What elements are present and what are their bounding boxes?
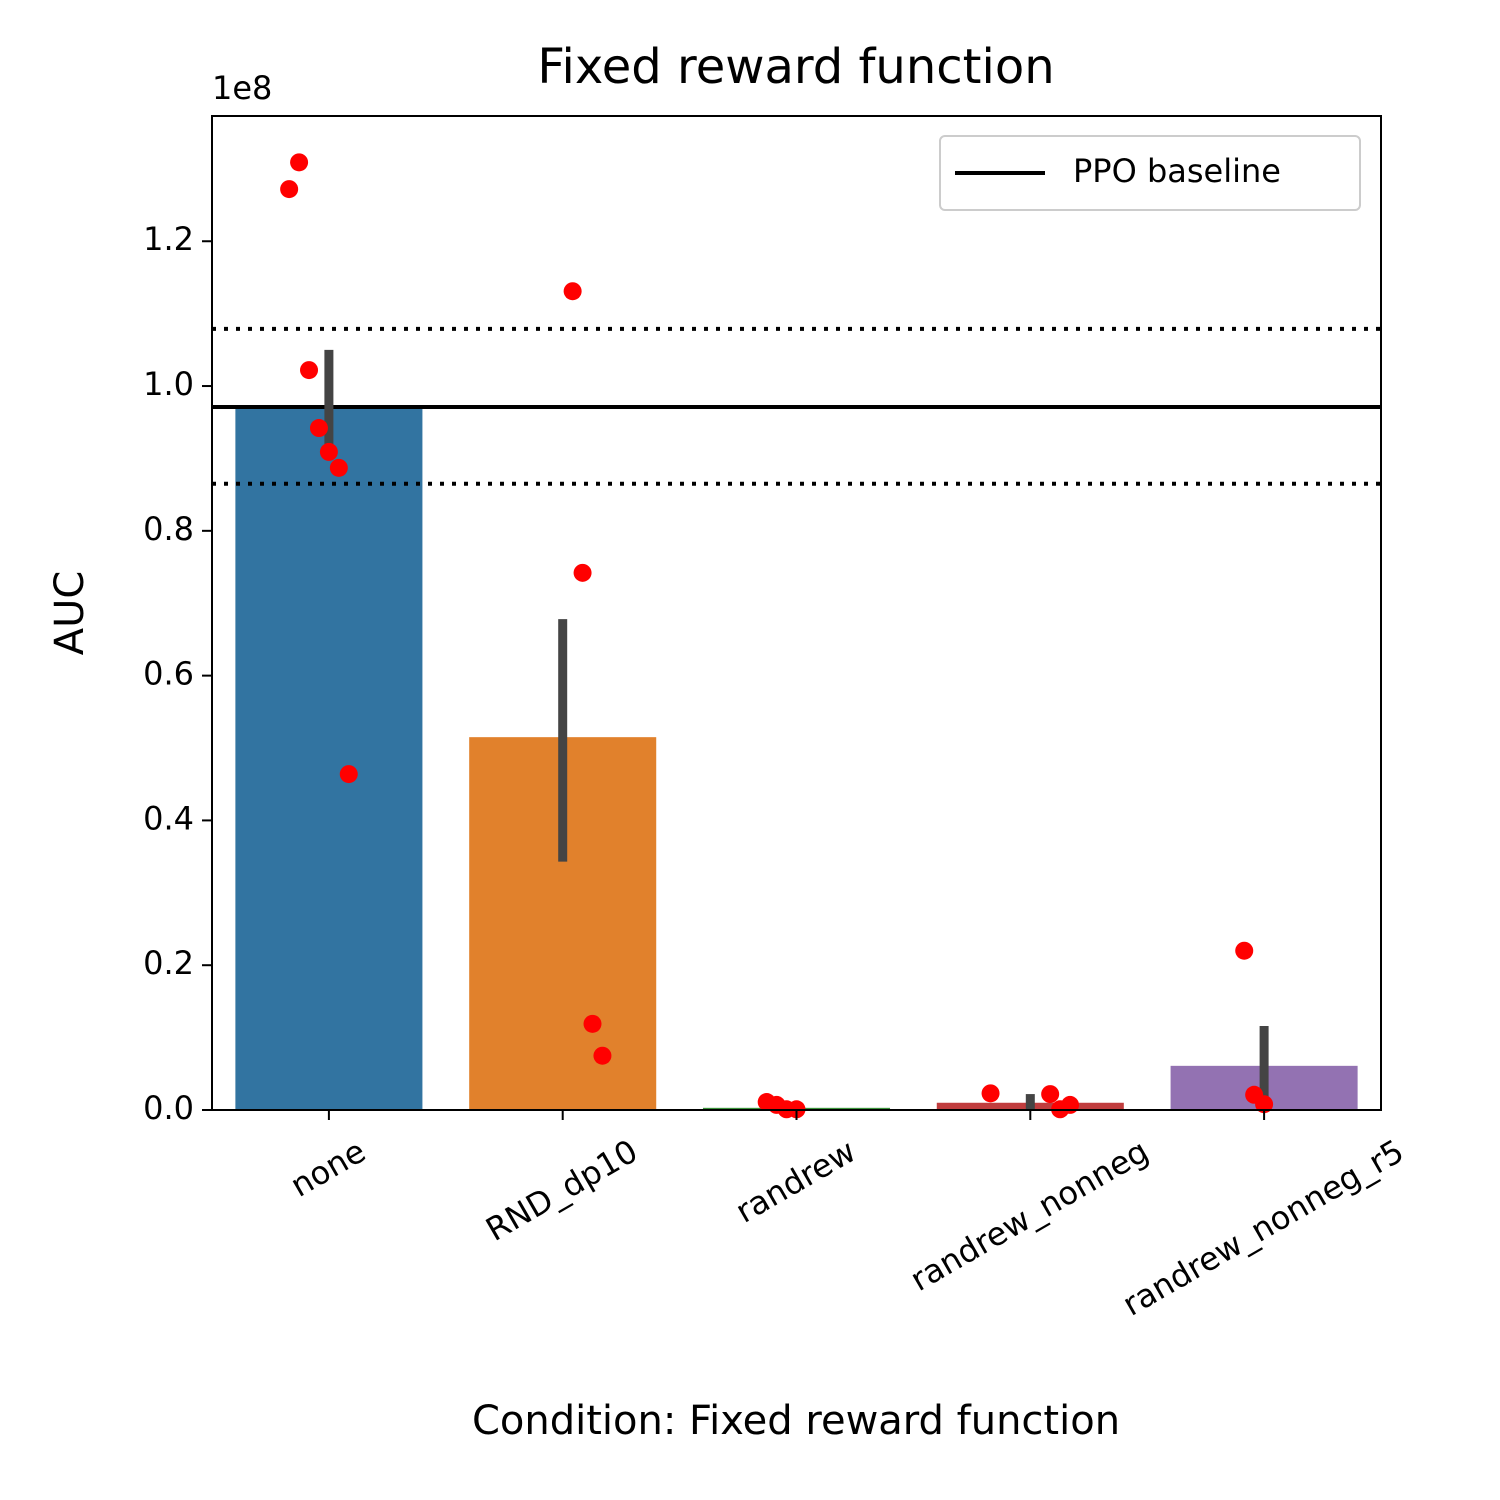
- data-point: [981, 1084, 1000, 1103]
- x-tick-label: randrew_nonneg_r5: [1116, 1132, 1410, 1324]
- legend-label: PPO baseline: [1073, 152, 1281, 190]
- data-point: [329, 458, 348, 477]
- data-point: [300, 361, 319, 380]
- data-point: [1061, 1095, 1080, 1114]
- y-tick-label: 0.4: [143, 799, 194, 837]
- y-tick-label: 0.8: [143, 510, 194, 548]
- plot-frame: [211, 115, 1382, 1111]
- y-tick-label: 1.2: [143, 220, 194, 258]
- y-axis-label: AUC: [47, 571, 93, 656]
- data-point: [1255, 1095, 1274, 1114]
- x-tick-label: randrew_nonneg: [904, 1132, 1155, 1299]
- data-point: [1235, 941, 1254, 960]
- data-point: [280, 180, 299, 199]
- data-point: [573, 563, 592, 582]
- x-tick-label: randrew: [729, 1132, 862, 1231]
- data-point: [593, 1046, 612, 1065]
- data-point: [583, 1014, 602, 1033]
- y-tick-label: 1.0: [143, 365, 194, 403]
- data-point: [339, 765, 358, 784]
- legend-box: [939, 135, 1361, 211]
- y-tick-label: 0.6: [143, 655, 194, 693]
- x-tick-label: none: [284, 1132, 372, 1205]
- data-point: [290, 153, 309, 172]
- data-point: [319, 442, 338, 461]
- data-point: [1041, 1085, 1060, 1104]
- data-point: [563, 282, 582, 301]
- y-tick-label: 0.2: [143, 944, 194, 982]
- chart-title: Fixed reward function: [537, 39, 1054, 95]
- x-tick-label: RND_dp10: [479, 1132, 644, 1249]
- y-offset-label: 1e8: [212, 69, 272, 107]
- x-axis-label: Condition: Fixed reward function: [472, 1398, 1120, 1444]
- bar: [235, 407, 423, 1110]
- data-point: [309, 419, 328, 438]
- y-tick-label: 0.0: [143, 1089, 194, 1127]
